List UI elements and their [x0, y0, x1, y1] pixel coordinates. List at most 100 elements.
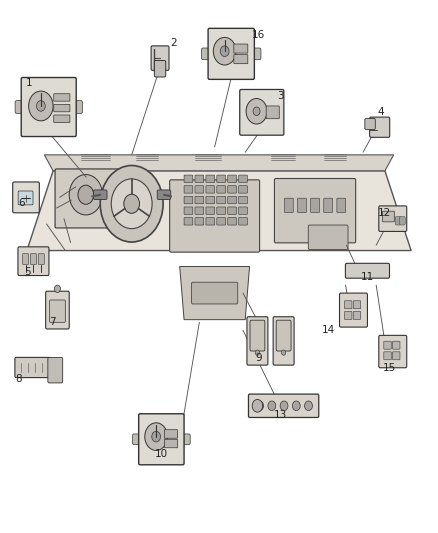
Text: 4: 4 — [377, 107, 384, 117]
FancyBboxPatch shape — [15, 358, 50, 377]
FancyBboxPatch shape — [275, 179, 356, 243]
FancyBboxPatch shape — [228, 185, 237, 193]
FancyBboxPatch shape — [151, 46, 169, 70]
FancyBboxPatch shape — [13, 182, 39, 213]
Circle shape — [282, 350, 286, 356]
FancyBboxPatch shape — [195, 175, 204, 182]
Polygon shape — [180, 266, 250, 320]
FancyBboxPatch shape — [49, 300, 65, 322]
FancyBboxPatch shape — [228, 196, 237, 204]
FancyBboxPatch shape — [247, 317, 268, 365]
FancyBboxPatch shape — [18, 247, 49, 276]
FancyBboxPatch shape — [228, 217, 237, 225]
Text: 15: 15 — [383, 362, 396, 373]
Text: 1: 1 — [26, 78, 32, 88]
FancyBboxPatch shape — [54, 115, 70, 123]
FancyBboxPatch shape — [206, 196, 215, 204]
FancyBboxPatch shape — [276, 320, 291, 351]
Circle shape — [280, 401, 288, 410]
FancyBboxPatch shape — [370, 117, 390, 138]
Circle shape — [124, 194, 140, 213]
Text: 14: 14 — [321, 325, 335, 335]
FancyBboxPatch shape — [38, 254, 44, 264]
FancyBboxPatch shape — [345, 311, 352, 319]
FancyBboxPatch shape — [248, 394, 319, 417]
FancyBboxPatch shape — [184, 196, 193, 204]
FancyBboxPatch shape — [337, 198, 346, 213]
FancyBboxPatch shape — [234, 55, 248, 63]
FancyBboxPatch shape — [206, 185, 215, 193]
FancyBboxPatch shape — [217, 185, 226, 193]
Text: 9: 9 — [255, 353, 261, 363]
Circle shape — [152, 431, 160, 442]
FancyBboxPatch shape — [384, 352, 391, 360]
FancyBboxPatch shape — [239, 207, 247, 214]
FancyBboxPatch shape — [154, 61, 166, 77]
Circle shape — [36, 101, 45, 111]
Text: 12: 12 — [378, 208, 392, 219]
Circle shape — [268, 401, 276, 410]
FancyBboxPatch shape — [228, 207, 237, 214]
FancyBboxPatch shape — [217, 196, 226, 204]
Text: 10: 10 — [155, 449, 168, 458]
Circle shape — [304, 401, 312, 410]
FancyBboxPatch shape — [353, 301, 360, 309]
FancyBboxPatch shape — [184, 185, 193, 193]
FancyBboxPatch shape — [228, 175, 237, 182]
FancyBboxPatch shape — [379, 335, 407, 368]
Polygon shape — [27, 171, 411, 251]
Text: 2: 2 — [170, 38, 177, 48]
Polygon shape — [44, 155, 394, 171]
Circle shape — [78, 185, 94, 204]
FancyBboxPatch shape — [133, 434, 140, 445]
Text: 8: 8 — [16, 374, 22, 384]
FancyBboxPatch shape — [21, 77, 76, 136]
Text: 13: 13 — [273, 410, 287, 421]
FancyBboxPatch shape — [206, 175, 215, 182]
FancyBboxPatch shape — [324, 198, 332, 213]
FancyBboxPatch shape — [164, 430, 177, 438]
Circle shape — [246, 99, 267, 124]
FancyBboxPatch shape — [339, 293, 367, 327]
FancyBboxPatch shape — [157, 190, 171, 199]
FancyBboxPatch shape — [217, 207, 226, 214]
Circle shape — [111, 179, 152, 229]
FancyBboxPatch shape — [46, 291, 69, 329]
FancyBboxPatch shape — [22, 254, 28, 264]
Circle shape — [253, 107, 260, 116]
FancyBboxPatch shape — [208, 28, 254, 79]
FancyBboxPatch shape — [266, 106, 279, 119]
Text: 7: 7 — [49, 317, 56, 327]
FancyBboxPatch shape — [382, 211, 394, 222]
FancyBboxPatch shape — [18, 191, 33, 205]
FancyBboxPatch shape — [170, 180, 260, 252]
FancyBboxPatch shape — [240, 90, 284, 135]
FancyBboxPatch shape — [164, 439, 177, 448]
FancyBboxPatch shape — [184, 217, 193, 225]
FancyBboxPatch shape — [201, 48, 208, 60]
FancyBboxPatch shape — [353, 311, 360, 319]
FancyBboxPatch shape — [250, 320, 265, 351]
FancyBboxPatch shape — [184, 207, 193, 214]
FancyBboxPatch shape — [206, 217, 215, 225]
FancyBboxPatch shape — [183, 434, 190, 445]
Circle shape — [213, 37, 236, 65]
FancyBboxPatch shape — [239, 196, 247, 204]
FancyBboxPatch shape — [297, 198, 306, 213]
Text: 5: 5 — [25, 267, 31, 277]
FancyBboxPatch shape — [191, 282, 238, 304]
FancyBboxPatch shape — [54, 94, 70, 101]
Circle shape — [54, 285, 60, 293]
FancyBboxPatch shape — [308, 225, 348, 249]
FancyBboxPatch shape — [384, 341, 391, 349]
FancyBboxPatch shape — [346, 263, 389, 278]
FancyBboxPatch shape — [285, 198, 293, 213]
FancyBboxPatch shape — [195, 217, 204, 225]
FancyBboxPatch shape — [48, 358, 63, 383]
Circle shape — [28, 91, 53, 121]
FancyBboxPatch shape — [195, 185, 204, 193]
Circle shape — [145, 423, 167, 450]
FancyBboxPatch shape — [395, 216, 401, 225]
Circle shape — [256, 401, 264, 410]
Text: 11: 11 — [361, 272, 374, 282]
